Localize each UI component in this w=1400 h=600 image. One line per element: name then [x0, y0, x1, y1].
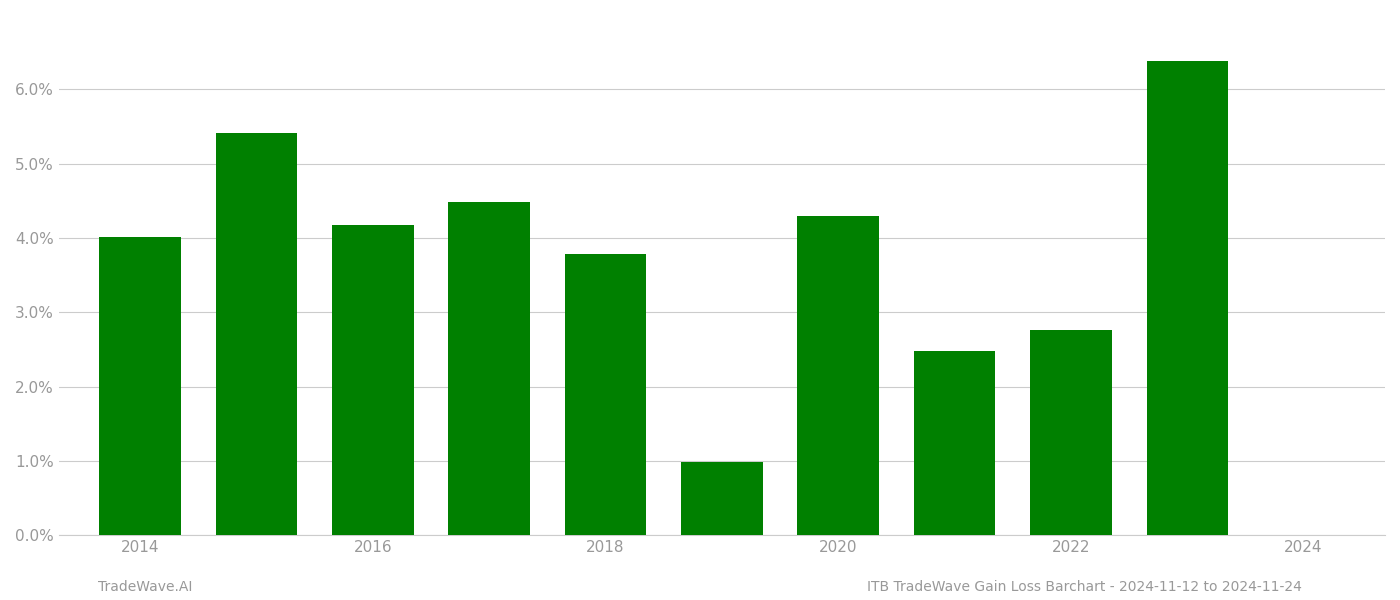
Bar — [682, 463, 763, 535]
Text: TradeWave.AI: TradeWave.AI — [98, 580, 192, 594]
Bar — [448, 202, 531, 535]
Text: ITB TradeWave Gain Loss Barchart - 2024-11-12 to 2024-11-24: ITB TradeWave Gain Loss Barchart - 2024-… — [867, 580, 1302, 594]
Bar — [564, 254, 647, 535]
Bar — [332, 224, 413, 535]
Bar — [1030, 330, 1112, 535]
Bar — [798, 215, 879, 535]
Bar — [99, 237, 181, 535]
Bar — [216, 133, 297, 535]
Bar — [1147, 61, 1228, 535]
Bar — [914, 351, 995, 535]
